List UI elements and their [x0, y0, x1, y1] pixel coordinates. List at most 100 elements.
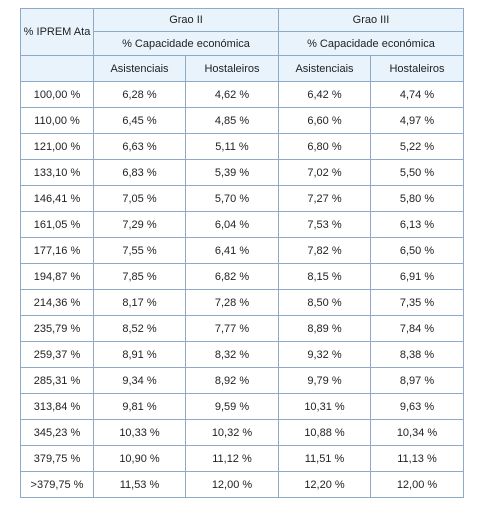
- grao-iii-hostaleiros-cell: 8,38 %: [370, 341, 464, 368]
- grao-ii-asistenciais-cell: 8,17 %: [93, 289, 186, 316]
- iprem-cell: 235,79 %: [20, 315, 94, 342]
- grao-ii-header: Grao II: [93, 8, 279, 32]
- grao-ii-hostaleiros-cell: 4,85 %: [185, 107, 279, 134]
- grao-iii-hostaleiros-cell: 7,84 %: [370, 315, 464, 342]
- grao-iii-asistenciais-cell: 7,82 %: [278, 237, 371, 264]
- grao-iii-asistenciais-cell: 7,53 %: [278, 211, 371, 238]
- grao-iii-header: Grao III: [278, 8, 464, 32]
- table-row: 285,31 % 9,34 % 8,92 % 9,79 % 8,97 %: [20, 367, 464, 394]
- grao-ii-hostaleiros-cell: 12,00 %: [185, 471, 279, 498]
- iprem-cell: 194,87 %: [20, 263, 94, 290]
- grao-ii-asistenciais-cell: 7,05 %: [93, 185, 186, 212]
- grao-iii-hostaleiros-cell: 9,63 %: [370, 393, 464, 420]
- table-row: 235,79 % 8,52 % 7,77 % 8,89 % 7,84 %: [20, 315, 464, 342]
- grao-iii-asistenciais-cell: 6,42 %: [278, 81, 371, 108]
- iprem-cell: 146,41 %: [20, 185, 94, 212]
- grao-ii-hostaleiros-header: Hostaleiros: [185, 55, 279, 82]
- table-row: 379,75 % 10,90 % 11,12 % 11,51 % 11,13 %: [20, 445, 464, 472]
- grao-ii-hostaleiros-cell: 6,82 %: [185, 263, 279, 290]
- grao-iii-asistenciais-cell: 9,32 %: [278, 341, 371, 368]
- grao-ii-hostaleiros-cell: 5,39 %: [185, 159, 279, 186]
- table-row: 110,00 % 6,45 % 4,85 % 6,60 % 4,97 %: [20, 107, 464, 134]
- iprem-cell: 379,75 %: [20, 445, 94, 472]
- grao-ii-asistenciais-cell: 8,91 %: [93, 341, 186, 368]
- grao-iii-asistenciais-header: Asistenciais: [278, 55, 371, 82]
- grao-iii-asistenciais-cell: 10,31 %: [278, 393, 371, 420]
- grao-ii-asistenciais-cell: 6,63 %: [93, 133, 186, 160]
- grao-iii-hostaleiros-cell: 7,35 %: [370, 289, 464, 316]
- capacity-table: % IPREM Ata Grao II Grao III % Capacidad…: [20, 8, 464, 498]
- grao-ii-asistenciais-header: Asistenciais: [93, 55, 186, 82]
- iprem-column-header: % IPREM Ata: [20, 8, 94, 56]
- grao-ii-asistenciais-cell: 6,45 %: [93, 107, 186, 134]
- grao-iii-hostaleiros-cell: 4,74 %: [370, 81, 464, 108]
- iprem-cell: 133,10 %: [20, 159, 94, 186]
- grao-ii-asistenciais-cell: 7,29 %: [93, 211, 186, 238]
- grao-ii-asistenciais-cell: 9,34 %: [93, 367, 186, 394]
- grao-ii-hostaleiros-cell: 4,62 %: [185, 81, 279, 108]
- grao-iii-asistenciais-cell: 6,80 %: [278, 133, 371, 160]
- grao-ii-hostaleiros-cell: 5,70 %: [185, 185, 279, 212]
- grao-ii-hostaleiros-cell: 11,12 %: [185, 445, 279, 472]
- iprem-cell: 214,36 %: [20, 289, 94, 316]
- grao-iii-asistenciais-cell: 7,02 %: [278, 159, 371, 186]
- grao-iii-asistenciais-cell: 12,20 %: [278, 471, 371, 498]
- table-row: 177,16 % 7,55 % 6,41 % 7,82 % 6,50 %: [20, 237, 464, 264]
- table-header: % IPREM Ata Grao II Grao III % Capacidad…: [20, 8, 464, 82]
- grao-ii-hostaleiros-cell: 8,92 %: [185, 367, 279, 394]
- iprem-cell: 110,00 %: [20, 107, 94, 134]
- grao-iii-hostaleiros-cell: 8,97 %: [370, 367, 464, 394]
- grao-iii-hostaleiros-cell: 6,91 %: [370, 263, 464, 290]
- grao-iii-asistenciais-cell: 8,50 %: [278, 289, 371, 316]
- table-row: 121,00 % 6,63 % 5,11 % 6,80 % 5,22 %: [20, 133, 464, 160]
- table-row: 313,84 % 9,81 % 9,59 % 10,31 % 9,63 %: [20, 393, 464, 420]
- table-row: 100,00 % 6,28 % 4,62 % 6,42 % 4,74 %: [20, 81, 464, 108]
- table-row: 146,41 % 7,05 % 5,70 % 7,27 % 5,80 %: [20, 185, 464, 212]
- grao-ii-hostaleiros-cell: 7,28 %: [185, 289, 279, 316]
- grao-iii-hostaleiros-cell: 12,00 %: [370, 471, 464, 498]
- grao-ii-hostaleiros-cell: 5,11 %: [185, 133, 279, 160]
- grao-ii-hostaleiros-cell: 7,77 %: [185, 315, 279, 342]
- iprem-cell: 161,05 %: [20, 211, 94, 238]
- grao-iii-asistenciais-cell: 7,27 %: [278, 185, 371, 212]
- grao-iii-asistenciais-cell: 8,15 %: [278, 263, 371, 290]
- table-row: 161,05 % 7,29 % 6,04 % 7,53 % 6,13 %: [20, 211, 464, 238]
- grao-iii-hostaleiros-cell: 6,50 %: [370, 237, 464, 264]
- grao-iii-hostaleiros-cell: 4,97 %: [370, 107, 464, 134]
- grao-ii-hostaleiros-cell: 6,41 %: [185, 237, 279, 264]
- grao-ii-asistenciais-cell: 7,55 %: [93, 237, 186, 264]
- grao-ii-asistenciais-cell: 9,81 %: [93, 393, 186, 420]
- iprem-cell: 345,23 %: [20, 419, 94, 446]
- table-row: >379,75 % 11,53 % 12,00 % 12,20 % 12,00 %: [20, 471, 464, 498]
- grao-ii-hostaleiros-cell: 10,32 %: [185, 419, 279, 446]
- grao-iii-asistenciais-cell: 10,88 %: [278, 419, 371, 446]
- grao-ii-hostaleiros-cell: 9,59 %: [185, 393, 279, 420]
- grao-ii-asistenciais-cell: 10,90 %: [93, 445, 186, 472]
- grao-iii-asistenciais-cell: 8,89 %: [278, 315, 371, 342]
- grao-iii-hostaleiros-cell: 10,34 %: [370, 419, 464, 446]
- iprem-cell: 313,84 %: [20, 393, 94, 420]
- iprem-cell: 121,00 %: [20, 133, 94, 160]
- iprem-blank-header: [20, 55, 94, 82]
- table-container: % IPREM Ata Grao II Grao III % Capacidad…: [20, 8, 464, 498]
- grao-ii-hostaleiros-cell: 8,32 %: [185, 341, 279, 368]
- grao-iii-asistenciais-cell: 6,60 %: [278, 107, 371, 134]
- grao-ii-asistenciais-cell: 6,83 %: [93, 159, 186, 186]
- iprem-cell: 100,00 %: [20, 81, 94, 108]
- table-row: 345,23 % 10,33 % 10,32 % 10,88 % 10,34 %: [20, 419, 464, 446]
- table-row: 259,37 % 8,91 % 8,32 % 9,32 % 8,38 %: [20, 341, 464, 368]
- table-row: 214,36 % 8,17 % 7,28 % 8,50 % 7,35 %: [20, 289, 464, 316]
- iprem-cell: 177,16 %: [20, 237, 94, 264]
- grao-iii-asistenciais-cell: 9,79 %: [278, 367, 371, 394]
- table-body: 100,00 % 6,28 % 4,62 % 6,42 % 4,74 % 110,00 %…: [20, 81, 464, 498]
- grao-ii-hostaleiros-cell: 6,04 %: [185, 211, 279, 238]
- grao-iii-hostaleiros-cell: 5,22 %: [370, 133, 464, 160]
- grao-iii-hostaleiros-header: Hostaleiros: [370, 55, 464, 82]
- grao-ii-asistenciais-cell: 8,52 %: [93, 315, 186, 342]
- grao-iii-hostaleiros-cell: 11,13 %: [370, 445, 464, 472]
- grao-iii-hostaleiros-cell: 5,80 %: [370, 185, 464, 212]
- grao-ii-asistenciais-cell: 6,28 %: [93, 81, 186, 108]
- iprem-cell: >379,75 %: [20, 471, 94, 498]
- grao-iii-capacity-header: % Capacidade económica: [278, 31, 464, 56]
- grao-ii-asistenciais-cell: 7,85 %: [93, 263, 186, 290]
